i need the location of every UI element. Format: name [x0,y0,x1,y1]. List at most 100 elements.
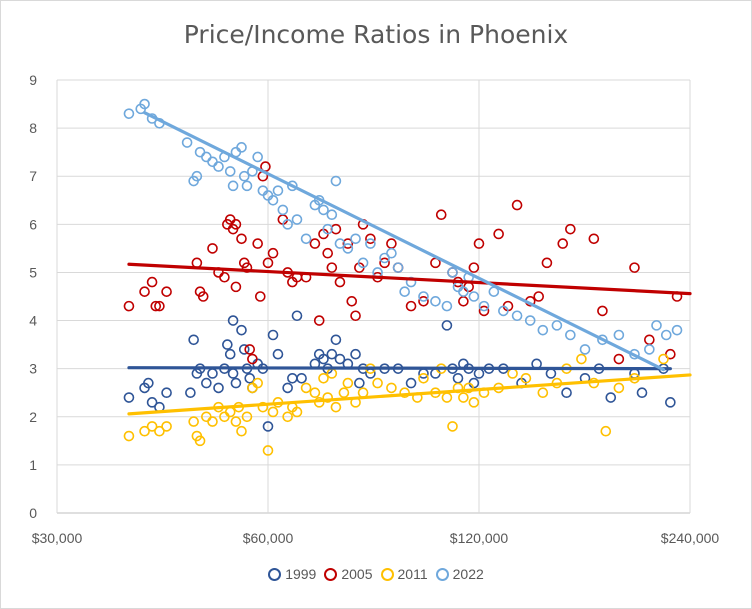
data-point [252,377,263,389]
data-point [213,382,224,394]
x-tick-label: $240,000 [661,530,720,546]
data-point [322,223,333,235]
data-point [579,344,591,355]
data-point [541,257,553,269]
y-tick-label: 0 [29,505,37,521]
data-point [291,406,303,418]
data-point [291,310,303,322]
data-point [154,425,165,437]
data-point [399,387,410,399]
data-point [613,353,625,365]
data-point [230,377,242,389]
data-point [473,238,485,249]
data-point [576,353,587,365]
y-tick-label: 3 [29,361,37,377]
data-point [430,296,441,307]
data-point [405,377,417,389]
data-point [154,300,165,312]
data-point [241,262,253,273]
data-point [418,291,429,302]
data-point [254,291,266,302]
data-point [282,382,293,394]
data-point [346,296,358,307]
data-point [139,98,150,110]
data-point [441,392,453,403]
data-point [252,151,263,163]
data-point [194,146,206,158]
data-point [318,353,329,365]
data-point [300,233,312,245]
legend-marker [435,567,449,581]
data-point [458,392,469,403]
data-point [533,291,544,302]
trend-lines [127,111,692,416]
data-point [291,214,303,225]
data-point [342,238,354,249]
data-point [597,305,608,317]
data-point [197,291,209,302]
data-point [238,344,250,355]
data-point [267,194,279,206]
data-point [458,296,469,307]
data-point [146,421,158,432]
data-point [241,180,253,192]
data-point [447,267,458,278]
data-point [262,421,274,432]
data-point [435,209,447,221]
data-point [379,252,390,264]
data-point [430,368,441,379]
data-point [342,377,354,389]
data-point [207,416,218,427]
data-point [458,286,469,297]
y-tick-label: 2 [29,409,37,425]
data-point [230,281,242,293]
series-2005-points [123,161,683,365]
data-point [139,425,150,437]
data-point [161,387,172,399]
data-point [588,233,600,245]
data-point [236,142,247,153]
data-point [629,262,640,273]
data-point [447,421,458,432]
data-point [181,137,193,148]
data-point [350,310,361,322]
data-point [139,286,150,297]
data-point [372,377,383,389]
data-point [330,401,342,413]
data-point [272,185,284,196]
y-tick-label: 4 [29,313,37,329]
data-point [322,247,333,259]
y-axis-ticks: 0 1 2 3 4 5 6 7 8 9 [29,72,37,521]
data-point [207,243,218,254]
data-point [318,372,329,384]
data-point [224,348,236,360]
data-point [636,387,648,399]
data-point [441,320,453,331]
data-point [334,238,346,249]
data-point [350,233,361,245]
data-point [230,219,242,230]
data-point [219,271,230,283]
data-point [230,416,242,427]
y-tick-label: 6 [29,216,37,232]
data-point [386,247,397,259]
legend: 1999 2005 2011 2022 [0,566,752,582]
data-point [441,300,453,312]
data-point [365,238,376,249]
data-point [468,397,480,408]
data-point [468,262,480,273]
x-tick-label: $60,000 [243,530,294,546]
legend-marker [380,567,394,581]
y-tick-label: 8 [29,120,37,136]
data-point [207,368,218,379]
data-point [671,324,683,336]
data-point [287,372,298,384]
data-point [330,334,342,346]
data-point [392,262,404,273]
data-point [296,372,307,384]
legend-marker [268,567,282,581]
data-point [545,368,557,379]
gridlines [56,79,691,514]
y-tick-label: 7 [29,168,37,184]
